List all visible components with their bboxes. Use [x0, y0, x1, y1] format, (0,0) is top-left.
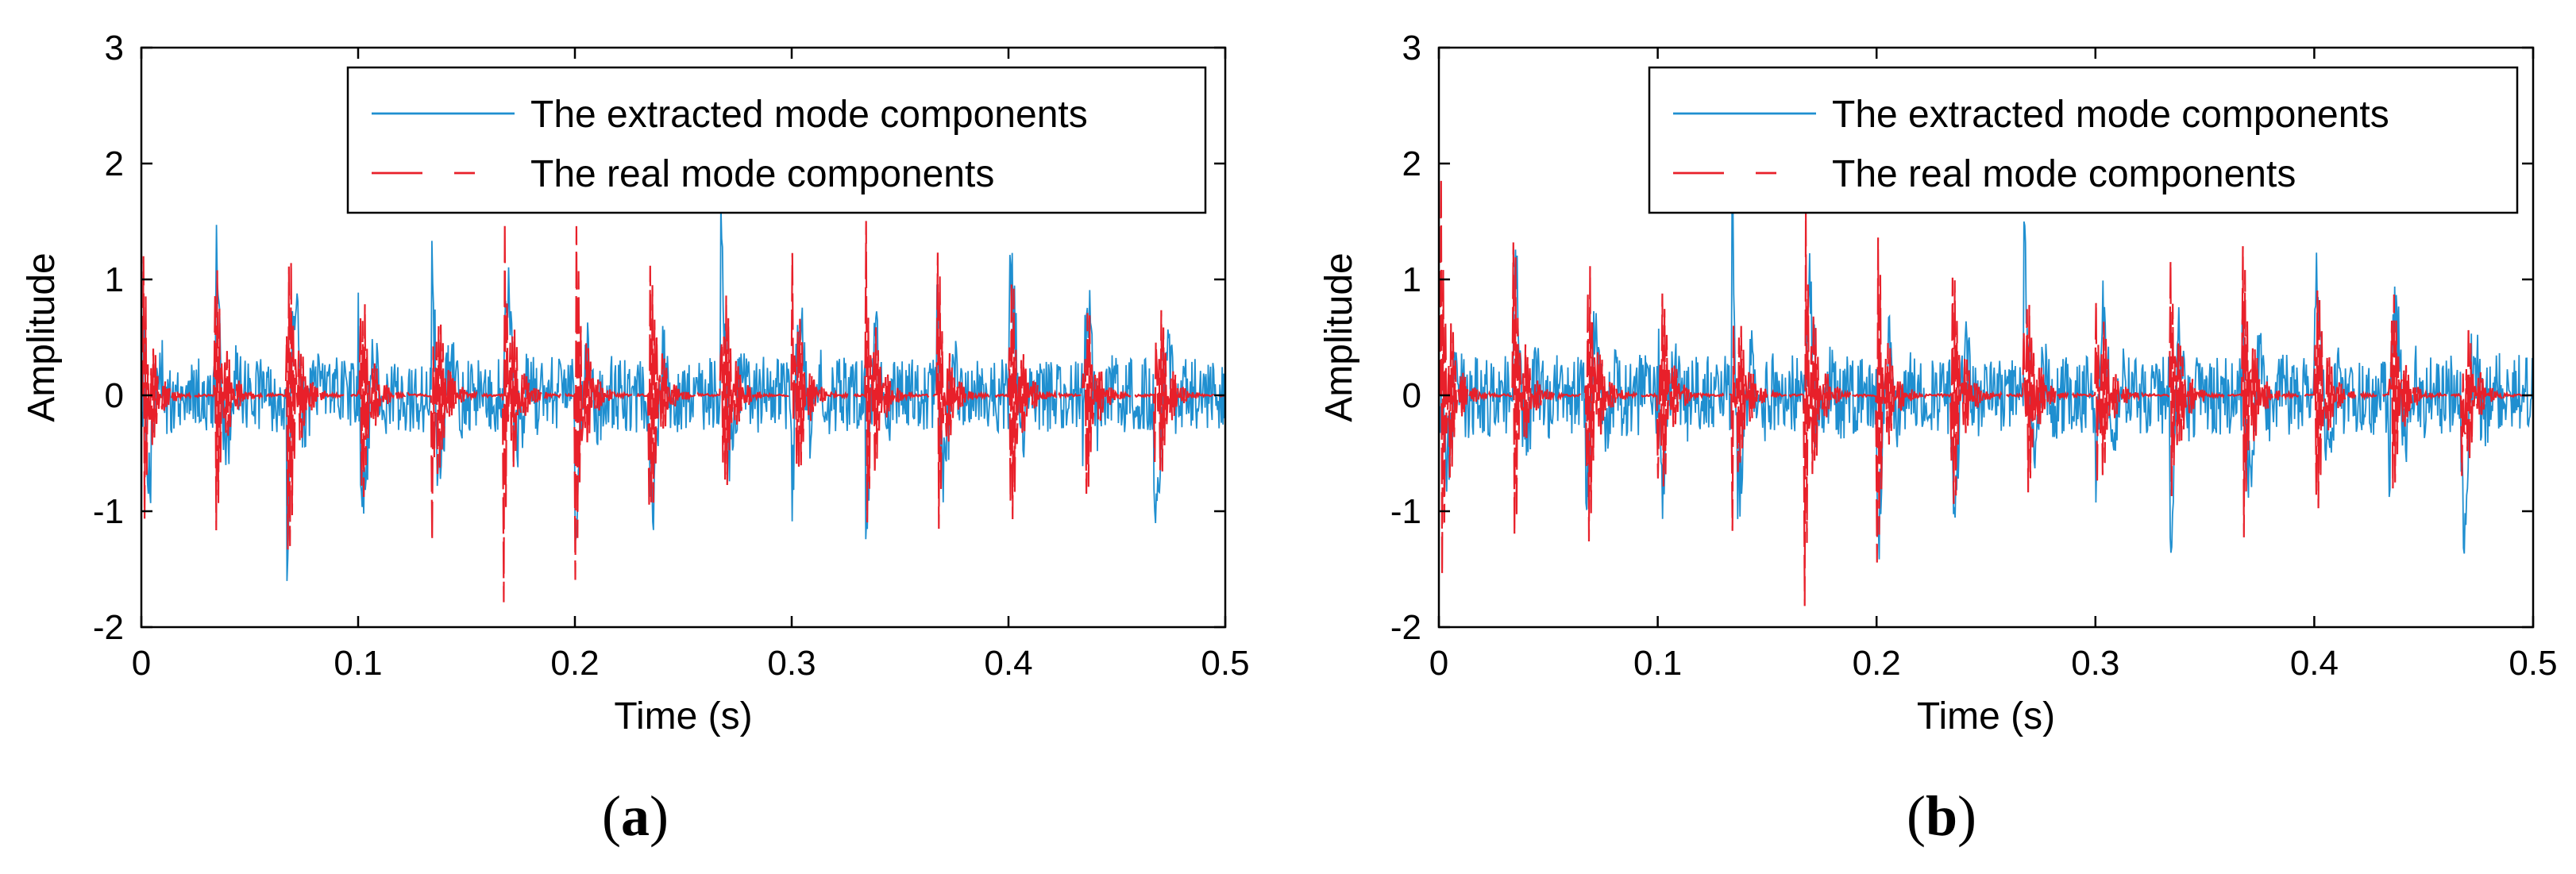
series-group [141, 204, 1225, 603]
y-tick-label: 0 [105, 376, 124, 415]
y-tick-label: -2 [1390, 608, 1421, 647]
x-tick-label: 0 [1429, 644, 1448, 683]
x-tick-label: 0.5 [1201, 644, 1249, 683]
chart-a: 0 0.1 0.2 0.3 0.4 0.5 -2 -1 0 1 2 3 Time (s) Amplitud… [21, 29, 1250, 848]
y-tick-label: 0 [1402, 376, 1421, 415]
x-tick-label: 0.5 [2509, 644, 2557, 683]
y-tick-label: 1 [1402, 260, 1421, 299]
y-tick-label: -1 [93, 492, 124, 531]
y-tick-label: 2 [1402, 144, 1421, 183]
series-line-extracted [141, 204, 1225, 581]
x-axis-label: Time (s) [1917, 695, 2055, 737]
legend-box [346, 66, 1207, 214]
panel-label: (a) [602, 784, 669, 848]
series-line-real [141, 221, 1225, 603]
legend-label-real: The real mode components [530, 153, 994, 195]
series-group [1439, 159, 2533, 606]
panel-label: (b) [1907, 784, 1976, 848]
series-line-real [1439, 177, 2533, 606]
y-tick-label: -2 [93, 608, 124, 647]
x-tick-label: 0.4 [984, 644, 1032, 683]
x-tick-label: 0.1 [1633, 644, 1682, 683]
x-tick-label: 0.2 [1853, 644, 1901, 683]
x-tick-label: 0 [132, 644, 151, 683]
legend: The extracted mode components The real mo… [1648, 66, 2519, 214]
legend-label-extracted: The extracted mode components [1832, 94, 2389, 136]
y-axis-label: Amplitude [21, 252, 63, 422]
y-tick-label: 1 [105, 260, 124, 299]
x-tick-label: 0.3 [767, 644, 816, 683]
y-tick-label: 3 [1402, 29, 1421, 67]
axes-box [1437, 46, 2535, 629]
x-tick-label: 0.4 [2290, 644, 2339, 683]
x-tick-label: 0.2 [550, 644, 599, 683]
legend-label-real: The real mode components [1832, 153, 2296, 195]
chart-b: 0 0.1 0.2 0.3 0.4 0.5 -2 -1 0 1 2 3 Time (s) Amplitud… [1318, 29, 2558, 848]
y-tick-label: -1 [1390, 492, 1421, 531]
y-tick-label: 3 [105, 29, 124, 67]
y-tick-label: 2 [105, 144, 124, 183]
legend-box [1648, 66, 2519, 214]
legend: The extracted mode components The real mo… [346, 66, 1207, 214]
legend-label-extracted: The extracted mode components [530, 94, 1088, 136]
x-tick-label: 0.1 [334, 644, 382, 683]
axes-box [140, 46, 1227, 629]
x-tick-label: 0.3 [2071, 644, 2119, 683]
x-axis-label: Time (s) [614, 695, 752, 737]
y-axis-label: Amplitude [1318, 252, 1360, 422]
